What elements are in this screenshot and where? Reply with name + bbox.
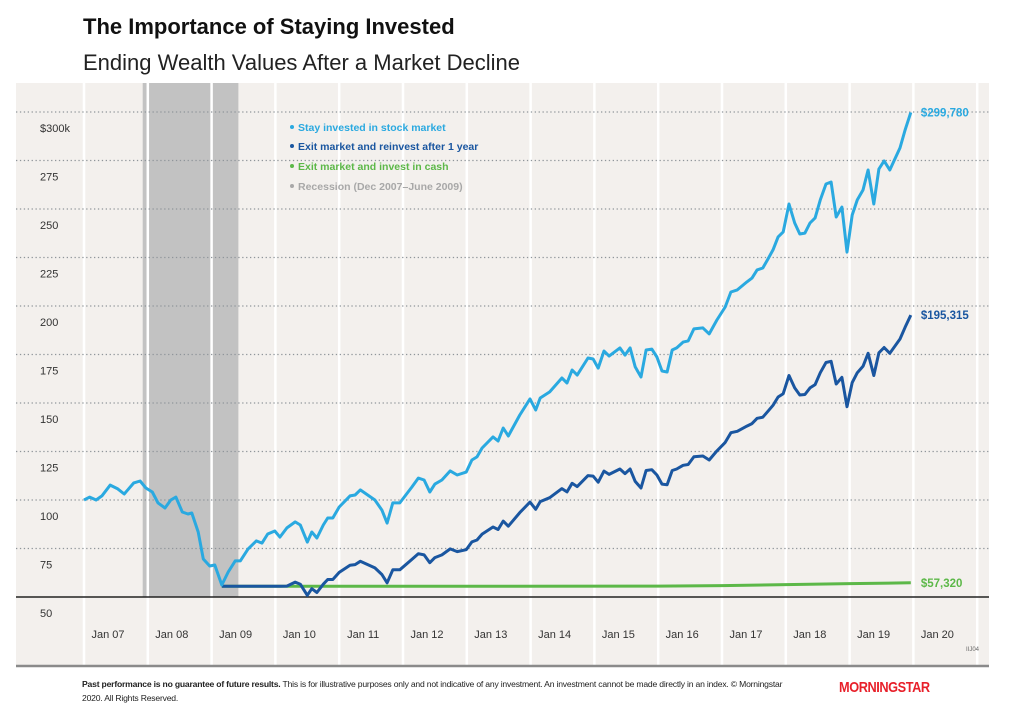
- x-tick-label: Jan 19: [857, 629, 890, 641]
- y-tick-label: 275: [40, 172, 58, 184]
- x-tick-label: Jan 08: [155, 629, 188, 641]
- legend-bullet: [290, 184, 294, 188]
- footer-disclaimer: Past performance is no guarantee of futu…: [82, 677, 802, 705]
- chart-subtitle: Ending Wealth Values After a Market Decl…: [83, 50, 520, 75]
- recession-shading: [142, 83, 239, 597]
- y-tick-label: $300k: [40, 123, 70, 135]
- y-tick-label: 50: [40, 608, 52, 620]
- chart-code: IIJ04: [966, 647, 980, 653]
- x-tick-label: Jan 09: [219, 629, 252, 641]
- x-tick-label: Jan 16: [666, 629, 699, 641]
- end-value-labels: $57,320 $195,315 $299,780: [921, 107, 970, 589]
- series-lines: [83, 111, 913, 597]
- legend-item: Recession (Dec 2007–June 2009): [298, 181, 463, 193]
- disclaimer-text: This is for illustrative purposes only a…: [82, 679, 783, 703]
- disclaimer-bold: Past performance is no guarantee of futu…: [82, 679, 281, 689]
- legend-bullet: [290, 164, 294, 168]
- y-tick-label: 175: [40, 366, 58, 378]
- x-tick-label: Jan 12: [410, 629, 443, 641]
- chart-title: The Importance of Staying Invested: [83, 14, 455, 39]
- x-tick-label: Jan 17: [729, 629, 762, 641]
- x-tick-label: Jan 14: [538, 629, 571, 641]
- recession-band: [142, 83, 239, 597]
- y-tick-label: 75: [40, 560, 52, 572]
- x-tick-label: Jan 15: [602, 629, 635, 641]
- y-tick-label: 125: [40, 463, 58, 475]
- legend-bullet: [290, 144, 294, 148]
- y-tick-label: 250: [40, 220, 58, 232]
- y-tick-label: 150: [40, 414, 58, 426]
- series-line-reinvest-after-1-year: [221, 314, 913, 597]
- end-value-label: $299,780: [921, 107, 969, 119]
- legend-bullet: [290, 125, 294, 129]
- end-value-label: $57,320: [921, 578, 963, 590]
- x-tick-label: Jan 10: [283, 629, 316, 641]
- y-axis-labels: 50 75 100 125 150 175 200 225 250 275 $300k: [40, 123, 70, 620]
- y-tick-label: 200: [40, 317, 58, 329]
- legend-item: Stay invested in stock market: [298, 122, 446, 134]
- series-line-cash: [221, 581, 911, 588]
- y-tick-label: 100: [40, 511, 58, 523]
- x-tick-label: Jan 07: [91, 629, 124, 641]
- x-tick-label: Jan 20: [921, 629, 954, 641]
- legend: Stay invested in stock market Exit market…: [290, 122, 478, 193]
- legend-item: Exit market and reinvest after 1 year: [298, 141, 478, 153]
- x-tick-label: Jan 11: [347, 629, 379, 641]
- legend-item: Exit market and invest in cash: [298, 161, 449, 173]
- y-tick-label: 225: [40, 269, 58, 281]
- end-value-label: $195,315: [921, 310, 970, 322]
- x-tick-label: Jan 18: [793, 629, 826, 641]
- year-dividers: [82, 83, 979, 665]
- morningstar-logo: MORNINGSTAR: [839, 679, 930, 696]
- series-line-stay-invested: [83, 111, 913, 587]
- x-axis-labels: Jan 07 Jan 08 Jan 09 Jan 10 Jan 11 Jan 12 Jan …: [91, 629, 953, 641]
- x-tick-label: Jan 13: [474, 629, 507, 641]
